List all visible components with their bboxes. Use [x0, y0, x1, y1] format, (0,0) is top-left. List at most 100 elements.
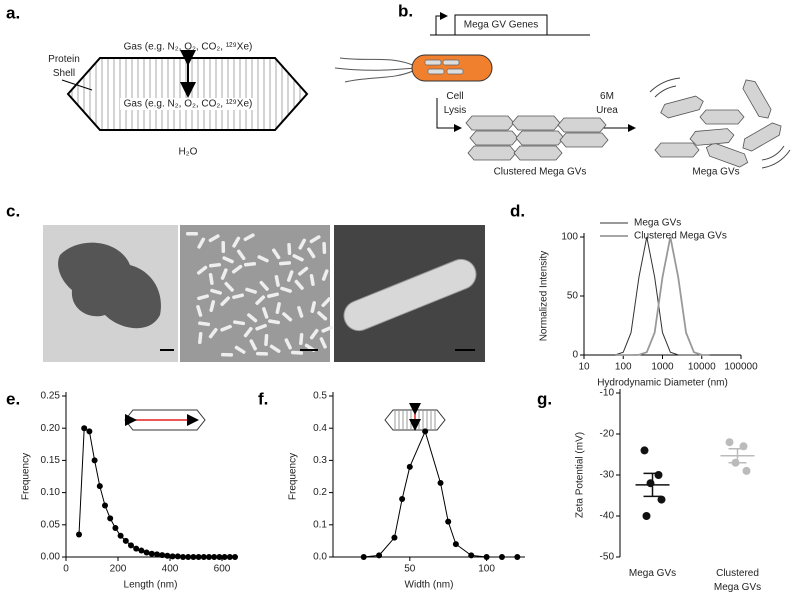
panel-label: g.: [537, 389, 552, 408]
point: [185, 554, 192, 560]
rod: [298, 266, 309, 276]
point: [657, 495, 666, 504]
rod: [275, 302, 281, 315]
x-tick-label: 1000: [651, 362, 674, 373]
gv: [742, 79, 772, 119]
x-tick-label: 600: [214, 564, 231, 575]
x-axis-label: Length (nm): [124, 580, 178, 591]
point: [143, 549, 150, 556]
series-line: [363, 429, 518, 558]
internal-gvs: [424, 59, 464, 75]
panel-label: c.: [6, 201, 20, 220]
rod: [282, 312, 293, 322]
category-label: Mega GVs: [628, 568, 677, 579]
point: [200, 554, 207, 560]
point: [122, 537, 129, 544]
point: [391, 534, 398, 541]
y-axis-label: Zeta Potential (mV): [575, 432, 586, 518]
point: [646, 479, 655, 488]
rod: [279, 261, 292, 266]
y-tick-label: 0.00: [41, 552, 61, 563]
step-label: Cell Lysis: [443, 91, 467, 116]
rod: [243, 326, 253, 338]
y-tick-label: 100: [561, 232, 578, 243]
point: [468, 552, 475, 559]
clustered-gvs: [465, 115, 609, 161]
rod: [220, 324, 232, 332]
point: [112, 525, 119, 532]
gas-vesicle: [66, 57, 309, 131]
rod: [222, 256, 234, 264]
point: [654, 471, 663, 479]
y-tick-label: 0: [572, 350, 578, 361]
series-line: [78, 427, 235, 558]
panel-label: f.: [258, 389, 268, 408]
rod: [310, 301, 316, 313]
rod: [255, 295, 266, 305]
point: [216, 554, 223, 560]
x-tick-label: 200: [110, 564, 127, 575]
point: [742, 466, 751, 475]
y-tick-label: 0.25: [41, 391, 61, 402]
point: [406, 463, 413, 470]
rod: [232, 236, 241, 248]
rod: [233, 320, 246, 326]
point: [174, 553, 181, 560]
rod: [210, 288, 222, 295]
y-tick-label: 0.5: [313, 391, 327, 402]
point: [221, 554, 228, 560]
point: [445, 518, 452, 525]
series-line: [615, 236, 710, 356]
caption: Mega GVs: [692, 167, 739, 178]
rod: [255, 323, 267, 331]
panel-label: a.: [6, 3, 20, 22]
point: [422, 428, 429, 435]
gv: [660, 95, 704, 119]
y-tick-label: -30: [600, 470, 615, 481]
single-gv: [343, 258, 477, 332]
rod: [299, 333, 304, 346]
caption: Clustered Mega GVs: [494, 167, 587, 178]
point: [81, 425, 88, 432]
rod: [257, 255, 269, 263]
gv: [689, 128, 735, 146]
shell-ribs: [71, 58, 301, 130]
rod: [186, 232, 198, 236]
x-tick-label: 50: [404, 564, 416, 575]
point: [76, 531, 82, 538]
rod: [209, 300, 216, 312]
point: [180, 554, 186, 560]
point: [86, 428, 93, 435]
rod: [234, 345, 246, 354]
gv: [511, 115, 561, 131]
rod: [274, 274, 280, 287]
rod: [259, 280, 269, 291]
point: [91, 457, 98, 464]
rod: [271, 248, 281, 260]
motion-marks: [649, 77, 791, 169]
rod: [319, 337, 327, 349]
step-label: 6M Urea: [596, 91, 618, 116]
y-tick-label: 0.3: [313, 455, 327, 466]
y-tick-label: -20: [600, 429, 615, 440]
category-label: Clustered Mega GVs: [713, 568, 762, 593]
rod: [236, 249, 246, 261]
rod: [292, 254, 304, 262]
cluster: [58, 242, 161, 329]
pointer: [61, 79, 93, 91]
legend-label: Clustered Mega GVs: [634, 231, 727, 242]
point: [498, 554, 505, 560]
point: [514, 554, 521, 560]
rod: [196, 265, 208, 275]
single-gvs: [654, 79, 782, 168]
rod: [297, 306, 304, 318]
rod: [198, 321, 211, 327]
point: [640, 446, 649, 455]
point: [96, 483, 103, 490]
rod: [196, 305, 203, 317]
rod: [317, 311, 328, 321]
rod: [307, 247, 316, 259]
point: [148, 550, 155, 557]
y-tick-label: 0.15: [41, 455, 61, 466]
point: [128, 542, 134, 549]
